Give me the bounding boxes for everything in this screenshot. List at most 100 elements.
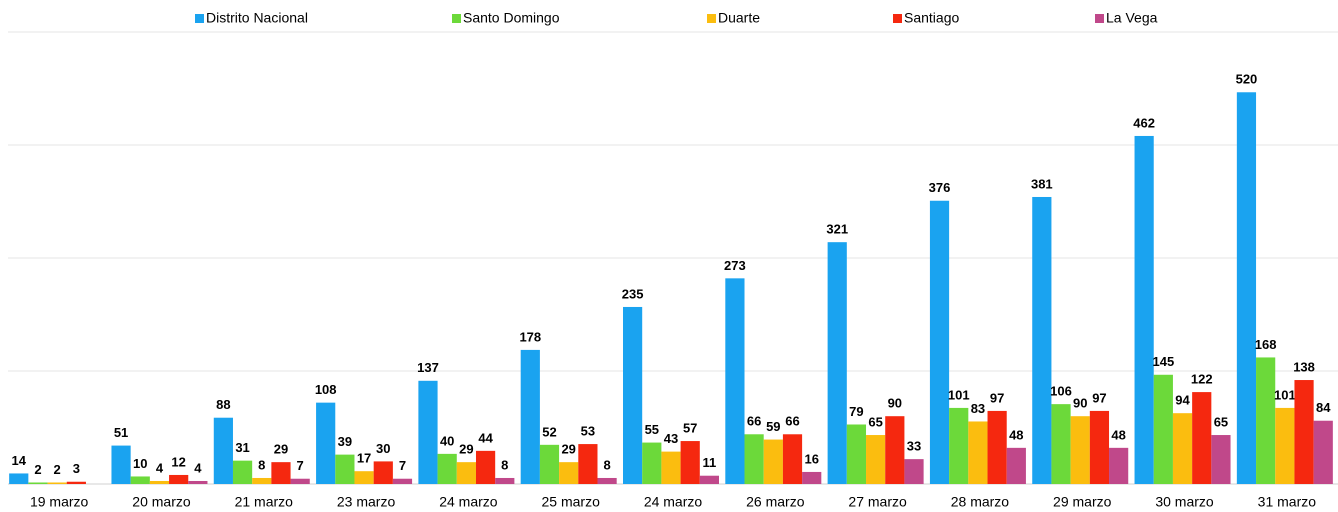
x-tick-label: 30 marzo xyxy=(1155,494,1214,510)
value-label: 145 xyxy=(1152,354,1174,369)
x-tick-label: 26 marzo xyxy=(746,494,805,510)
x-tick-label: 29 marzo xyxy=(1053,494,1112,510)
value-label: 7 xyxy=(297,458,304,473)
x-tick-label: 27 marzo xyxy=(848,494,907,510)
value-label: 29 xyxy=(274,442,288,457)
bar xyxy=(1236,92,1257,485)
value-label: 12 xyxy=(171,454,185,469)
value-label: 16 xyxy=(804,451,818,466)
bar xyxy=(28,482,48,484)
value-label: 376 xyxy=(929,180,951,195)
value-label: 137 xyxy=(417,360,439,375)
value-label: 29 xyxy=(459,442,473,457)
x-tick-label: 19 marzo xyxy=(30,494,89,510)
value-label: 381 xyxy=(1031,176,1053,191)
value-label: 168 xyxy=(1255,337,1277,352)
value-label: 17 xyxy=(357,451,371,466)
value-label: 3 xyxy=(73,461,80,476)
value-label: 108 xyxy=(315,382,337,397)
value-label: 65 xyxy=(868,414,882,429)
bar xyxy=(559,462,579,484)
value-label: 51 xyxy=(114,425,128,440)
bar xyxy=(846,424,867,484)
bar xyxy=(885,416,905,484)
bar xyxy=(149,480,170,484)
value-label: 90 xyxy=(1073,396,1087,411)
bar xyxy=(316,402,336,484)
value-label: 59 xyxy=(766,419,780,434)
value-label: 321 xyxy=(826,222,848,237)
bar xyxy=(539,444,560,484)
value-label: 4 xyxy=(194,460,202,475)
bar xyxy=(623,306,643,484)
bar xyxy=(949,407,969,484)
value-label: 8 xyxy=(501,457,508,472)
x-tick-label: 25 marzo xyxy=(542,494,601,510)
x-tick-label: 24 marzo xyxy=(644,494,703,510)
value-label: 7 xyxy=(399,458,406,473)
legend-label: Distrito Nacional xyxy=(206,10,308,26)
bar xyxy=(418,380,438,484)
legend-swatch xyxy=(893,14,902,23)
value-label: 8 xyxy=(603,457,610,472)
bar xyxy=(968,421,988,484)
value-label: 11 xyxy=(703,455,717,470)
bar xyxy=(475,450,496,484)
legend-swatch xyxy=(452,14,461,23)
bar xyxy=(392,478,413,484)
value-label: 29 xyxy=(561,442,575,457)
value-label: 39 xyxy=(338,434,352,449)
value-label: 83 xyxy=(971,401,985,416)
bar xyxy=(520,349,540,484)
value-label: 122 xyxy=(1191,372,1213,387)
bar xyxy=(782,434,803,484)
bar xyxy=(213,417,233,484)
legend-label: Santiago xyxy=(904,10,959,26)
legend-swatch xyxy=(1095,14,1104,23)
value-label: 66 xyxy=(747,414,761,429)
bar xyxy=(252,477,272,484)
legend-label: Santo Domingo xyxy=(463,10,560,26)
value-label: 44 xyxy=(478,430,493,445)
bar xyxy=(188,480,208,484)
value-label: 79 xyxy=(849,404,863,419)
bar xyxy=(763,439,783,484)
value-label: 31 xyxy=(235,440,249,455)
value-label: 53 xyxy=(581,424,595,439)
bar xyxy=(130,476,150,484)
value-label: 66 xyxy=(785,414,799,429)
x-tick-label: 24 marzo xyxy=(439,494,498,510)
x-tick-label: 31 marzo xyxy=(1258,494,1317,510)
value-label: 462 xyxy=(1133,115,1155,130)
bar xyxy=(1192,392,1212,484)
bar xyxy=(495,477,515,484)
value-label: 55 xyxy=(645,422,659,437)
bar xyxy=(1153,374,1173,484)
bar xyxy=(699,475,719,484)
legend-swatch xyxy=(707,14,716,23)
bar xyxy=(169,474,189,484)
bar xyxy=(9,473,29,484)
bar xyxy=(680,441,700,484)
value-label: 94 xyxy=(1175,393,1190,408)
bar xyxy=(642,442,662,484)
bar xyxy=(1134,135,1154,484)
value-label: 97 xyxy=(990,390,1004,405)
bar xyxy=(866,435,886,484)
value-label: 138 xyxy=(1293,359,1315,374)
value-label: 30 xyxy=(376,441,390,456)
value-label: 2 xyxy=(54,462,61,477)
value-label: 106 xyxy=(1050,384,1072,399)
x-tick-label: 21 marzo xyxy=(235,494,294,510)
value-label: 40 xyxy=(440,433,454,448)
value-label: 33 xyxy=(907,439,921,454)
bar xyxy=(597,477,617,484)
value-label: 8 xyxy=(258,457,265,472)
bar xyxy=(437,453,457,484)
value-label: 52 xyxy=(542,424,556,439)
legend-label: La Vega xyxy=(1106,10,1158,26)
value-label: 14 xyxy=(12,453,27,468)
x-tick-label: 20 marzo xyxy=(132,494,191,510)
bar xyxy=(1313,420,1333,484)
bar xyxy=(744,434,764,484)
